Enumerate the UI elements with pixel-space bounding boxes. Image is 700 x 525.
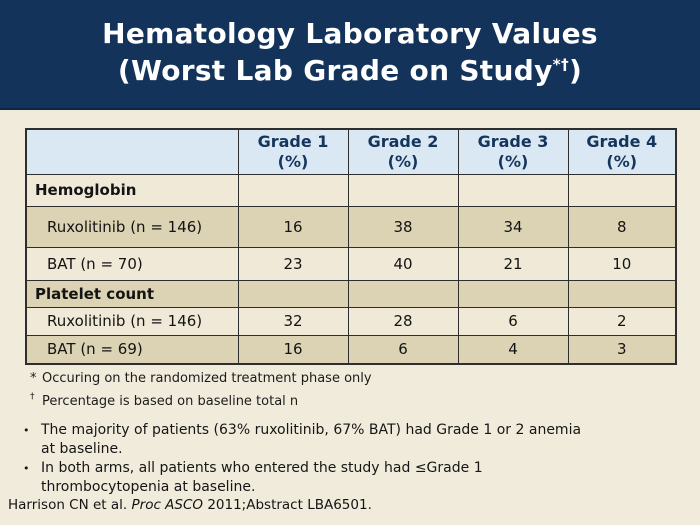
bullet-item-anemia: • The majority of patients (63% ruxoliti… bbox=[20, 421, 690, 459]
value-cell bbox=[567, 173, 677, 207]
row-label: BAT (n = 69) bbox=[25, 334, 239, 365]
row-label: Hemoglobin bbox=[25, 173, 239, 207]
value-cell: 40 bbox=[347, 246, 459, 281]
asterisk-marker: * bbox=[30, 371, 37, 386]
value-cell: 16 bbox=[237, 205, 349, 248]
col-header-grade4: Grade 4 (%) bbox=[567, 128, 677, 175]
row-label: Ruxolitinib (n = 146) bbox=[25, 306, 239, 336]
title-footnote-markers: *† bbox=[552, 55, 569, 74]
slide-title-band: Hematology Laboratory Values (Worst Lab … bbox=[0, 0, 700, 110]
table-row-bat-hgb: BAT (n = 70) 23 40 21 10 bbox=[25, 246, 677, 281]
corner-cell bbox=[25, 128, 239, 175]
value-cell: 8 bbox=[567, 205, 677, 248]
value-cell: 32 bbox=[237, 306, 349, 336]
table-row-bat-plt: BAT (n = 69) 16 6 4 3 bbox=[25, 334, 677, 365]
slide-title-line2: (Worst Lab Grade on Study*†) bbox=[117, 54, 583, 87]
footnote-asterisk: * Occuring on the randomized treatment ph… bbox=[30, 371, 372, 386]
value-cell: 34 bbox=[457, 205, 569, 248]
row-label: Ruxolitinib (n = 146) bbox=[25, 205, 239, 248]
lab-values-table-container: Grade 1 (%) Grade 2 (%) Grade 3 (%) Grad… bbox=[25, 128, 677, 365]
lab-values-table: Grade 1 (%) Grade 2 (%) Grade 3 (%) Grad… bbox=[25, 128, 677, 365]
value-cell: 21 bbox=[457, 246, 569, 281]
col-header-grade2: Grade 2 (%) bbox=[347, 128, 459, 175]
slide-title-line1: Hematology Laboratory Values bbox=[102, 17, 598, 50]
value-cell: 6 bbox=[457, 306, 569, 336]
bullet-item-thrombocytopenia: • In both arms, all patients who entered… bbox=[20, 459, 690, 497]
value-cell bbox=[457, 279, 569, 308]
row-label: Platelet count bbox=[25, 279, 239, 308]
bullet-icon: • bbox=[23, 462, 30, 475]
value-cell bbox=[237, 279, 349, 308]
value-cell bbox=[347, 173, 459, 207]
value-cell: 16 bbox=[237, 334, 349, 365]
value-cell: 38 bbox=[347, 205, 459, 248]
table-row-ruxolitinib-plt: Ruxolitinib (n = 146) 32 28 6 2 bbox=[25, 306, 677, 336]
value-cell: 23 bbox=[237, 246, 349, 281]
col-header-grade3: Grade 3 (%) bbox=[457, 128, 569, 175]
table-row-ruxolitinib-hgb: Ruxolitinib (n = 146) 16 38 34 8 bbox=[25, 205, 677, 248]
bullet-icon: • bbox=[23, 424, 30, 437]
table-header-row: Grade 1 (%) Grade 2 (%) Grade 3 (%) Grad… bbox=[25, 128, 677, 175]
col-header-grade1: Grade 1 (%) bbox=[237, 128, 349, 175]
value-cell: 28 bbox=[347, 306, 459, 336]
dagger-marker: † bbox=[30, 392, 35, 402]
value-cell: 2 bbox=[567, 306, 677, 336]
footnote-dagger: † Percentage is based on baseline total n bbox=[30, 388, 372, 411]
value-cell bbox=[567, 279, 677, 308]
footnotes: * Occuring on the randomized treatment ph… bbox=[30, 369, 372, 411]
value-cell bbox=[347, 279, 459, 308]
citation-journal: Proc ASCO bbox=[131, 497, 204, 513]
value-cell: 10 bbox=[567, 246, 677, 281]
table-row-platelet-count: Platelet count bbox=[25, 279, 677, 308]
value-cell bbox=[237, 173, 349, 207]
citation: Harrison CN et al. Proc ASCO 2011;Abstra… bbox=[8, 497, 372, 513]
bullet-list: • The majority of patients (63% ruxoliti… bbox=[20, 421, 690, 497]
value-cell: 3 bbox=[567, 334, 677, 365]
value-cell: 4 bbox=[457, 334, 569, 365]
row-label: BAT (n = 70) bbox=[25, 246, 239, 281]
value-cell bbox=[457, 173, 569, 207]
table-row-hemoglobin: Hemoglobin bbox=[25, 173, 677, 207]
value-cell: 6 bbox=[347, 334, 459, 365]
slide-title: Hematology Laboratory Values (Worst Lab … bbox=[0, 0, 700, 89]
